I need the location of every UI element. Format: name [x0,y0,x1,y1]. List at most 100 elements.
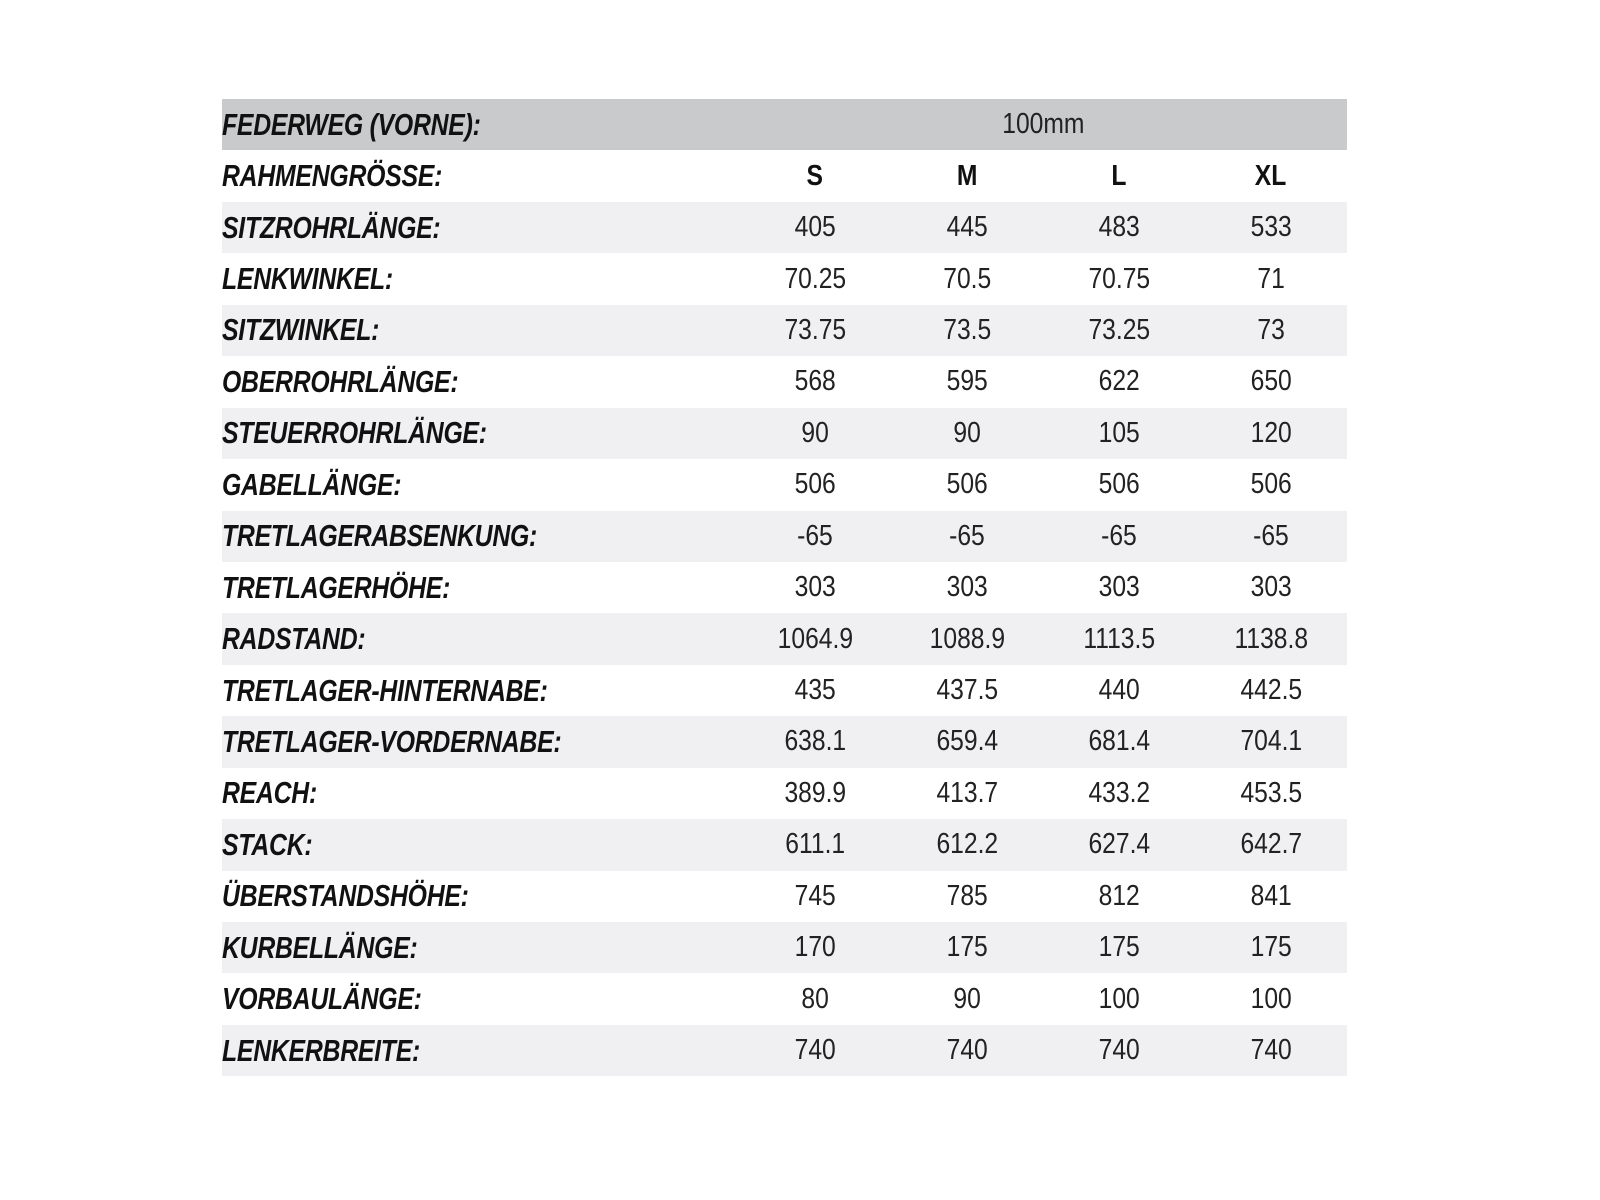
value-text: -65 [797,519,833,552]
value-cell: 445 [891,211,1043,244]
size-text: XL [1255,159,1287,192]
value-cell: 170 [739,931,891,964]
value-text: 73.25 [1088,313,1150,346]
value-cell: 483 [1043,211,1195,244]
value-text: 568 [794,365,836,398]
value-text: 745 [794,879,836,912]
row-label-text: KURBELLÄNGE: [222,929,418,965]
value-text: 90 [801,416,829,449]
value-text: 80 [801,982,829,1015]
value-cell: 785 [891,880,1043,913]
row-label-text: FEDERWEG (VORNE): [222,106,481,142]
size-cell: M [891,160,1043,193]
value-text: 445 [946,211,988,244]
value-text: 100 [1250,982,1292,1015]
table-row: STEUERROHRLÄNGE: 90 90 105 120 [222,407,1347,460]
value-cell: -65 [739,520,891,553]
value-text: 785 [946,879,988,912]
value-cell: 740 [739,1034,891,1067]
value-text: 506 [794,468,836,501]
travel-value-text: 100mm [1001,108,1085,141]
row-label-text: TRETLAGER-HINTERNABE: [222,672,548,708]
value-text: 740 [1250,1034,1292,1067]
value-text: 100 [1098,982,1140,1015]
value-cell: 405 [739,211,891,244]
value-text: 303 [1250,571,1292,604]
travel-row: FEDERWEG (VORNE): 100mm [222,99,1347,151]
value-text: 533 [1250,211,1292,244]
row-label-text: REACH: [222,775,317,811]
value-cell: 73.75 [739,314,891,347]
value-text: 638.1 [784,725,846,758]
value-text: 740 [794,1034,836,1067]
table-row: GABELLÄNGE: 506 506 506 506 [222,459,1347,510]
value-cell: 841 [1195,880,1347,913]
table-row: STACK: 611.1 612.2 627.4 642.7 [222,819,1347,871]
table-row: TRETLAGERHÖHE: 303 303 303 303 [222,562,1347,613]
row-label: RAHMENGRÖSSE: [222,158,739,194]
value-cell: 105 [1043,417,1195,450]
value-cell: 650 [1195,365,1347,398]
value-text: 440 [1098,674,1140,707]
value-text: 453.5 [1240,776,1302,809]
row-label-text: RAHMENGRÖSSE: [222,158,443,194]
value-text: 442.5 [1240,674,1302,707]
row-label-text: TRETLAGER-VORDERNABE: [222,723,562,759]
value-text: 73 [1257,313,1285,346]
value-text: 303 [946,571,988,604]
value-cell: 453.5 [1195,777,1347,810]
value-text: 1088.9 [929,622,1005,655]
value-text: 612.2 [936,828,998,861]
value-cell: 175 [1195,931,1347,964]
table-row: RADSTAND: 1064.9 1088.9 1113.5 1138.8 [222,613,1347,665]
value-cell: 303 [1195,571,1347,604]
table-row: LENKWINKEL: 70.25 70.5 70.75 71 [222,253,1347,304]
value-text: 841 [1250,879,1292,912]
value-cell: 595 [891,365,1043,398]
value-cell: 506 [1043,468,1195,501]
value-text: 90 [953,416,981,449]
value-text: 405 [794,211,836,244]
value-text: 73.5 [942,313,991,346]
size-cell: XL [1195,160,1347,193]
value-cell: 506 [1195,468,1347,501]
value-text: 681.4 [1088,725,1150,758]
value-text: 303 [794,571,836,604]
value-cell: 389.9 [739,777,891,810]
value-text: 1113.5 [1083,622,1155,655]
value-cell: 506 [891,468,1043,501]
table-row: OBERROHRLÄNGE: 568 595 622 650 [222,356,1347,407]
table-row: TRETLAGERABSENKUNG: -65 -65 -65 -65 [222,510,1347,562]
value-cell: 568 [739,365,891,398]
value-text: 812 [1098,879,1140,912]
row-label: LENKWINKEL: [222,261,739,297]
value-cell: 80 [739,983,891,1016]
row-label-text: LENKERBREITE: [222,1032,421,1068]
size-row: RAHMENGRÖSSE: S M L XL [222,150,1347,201]
value-cell: -65 [1043,520,1195,553]
row-label: RADSTAND: [222,621,739,657]
value-cell: 1064.9 [739,623,891,656]
value-cell: 90 [891,417,1043,450]
value-cell: 681.4 [1043,725,1195,758]
value-text: 740 [946,1034,988,1067]
value-text: 90 [953,982,981,1015]
row-label: TRETLAGER-VORDERNABE: [222,724,739,760]
value-text: 642.7 [1240,828,1302,861]
value-cell: 303 [1043,571,1195,604]
value-text: 506 [946,468,988,501]
value-text: 622 [1098,365,1140,398]
value-cell: 442.5 [1195,674,1347,707]
value-text: 120 [1250,416,1292,449]
value-text: 175 [1098,931,1140,964]
value-cell: 740 [1043,1034,1195,1067]
value-text: -65 [1253,519,1289,552]
value-cell: 638.1 [739,725,891,758]
value-cell: 642.7 [1195,828,1347,861]
value-cell: 70.25 [739,263,891,296]
table-row: VORBAULÄNGE: 80 90 100 100 [222,973,1347,1024]
row-label-text: STACK: [222,826,313,862]
value-cell: 622 [1043,365,1195,398]
value-cell: 71 [1195,263,1347,296]
value-cell: 612.2 [891,828,1043,861]
